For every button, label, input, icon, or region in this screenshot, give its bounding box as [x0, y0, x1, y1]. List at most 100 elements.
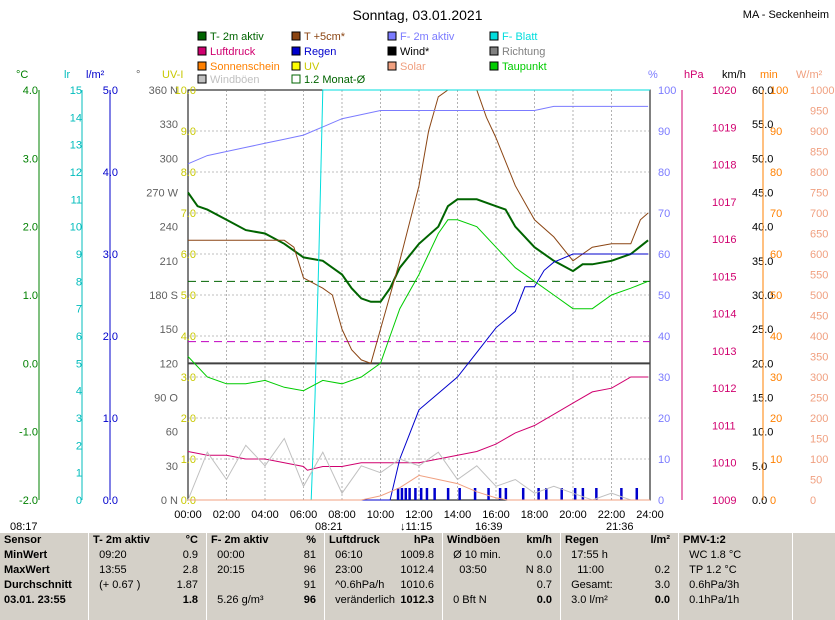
axis-tick-label: 400 [810, 331, 828, 343]
summary-cell: 1.8 [182, 594, 198, 606]
summary-rain-title: Regen [565, 534, 599, 546]
x-tick-label: 14:00 [444, 509, 472, 521]
summary-humidity-column: F- 2m aktiv% 00:00 81 20:15 96 91 5.26 g/m… [207, 533, 325, 620]
summary-cell: 0.7 [536, 579, 552, 591]
legend-swatch [291, 61, 301, 71]
axis-tick-label: 3.0 [181, 372, 196, 384]
axis-tick-label: 10 [70, 222, 82, 234]
legend-swatch [489, 61, 499, 71]
summary-sensor-title: Sensor [4, 534, 42, 546]
legend-swatch [489, 31, 499, 41]
summary-cell: 1.87 [176, 579, 198, 591]
summary-cell: ^0.6hPa/h [335, 579, 385, 591]
axis-tick-label: 800 [810, 167, 828, 179]
axis-tick-label: 20 [658, 413, 670, 425]
axis-tick-label: 4.0 [23, 85, 38, 97]
axis-tick-label: 30 [658, 372, 670, 384]
summary-humidity-unit: % [306, 534, 316, 546]
series-line [187, 219, 649, 392]
x-tick-label: 04:00 [251, 509, 279, 521]
summary-cell: 1012.3 [400, 594, 434, 606]
axis-tick-label: 1.0 [181, 454, 196, 466]
axis-tick-label: 9 [76, 249, 82, 261]
summary-pressure-title: Luftdruck [329, 534, 380, 546]
legend-label: F- Blatt [502, 31, 537, 43]
axis-tick-label: 1014 [712, 309, 736, 321]
summary-row-label: Durchschnitt [4, 579, 72, 591]
rain-bar [635, 488, 639, 500]
summary-pressure-unit: hPa [413, 534, 434, 546]
legend-swatch [291, 46, 301, 56]
summary-row-label: MaxWert [4, 564, 50, 576]
legend-swatch [197, 46, 207, 56]
legend-label: Wind* [400, 46, 430, 58]
summary-cell: (+ 0.67 ) [99, 579, 141, 591]
axis-tick-label: 13 [70, 140, 82, 152]
axis-unit-label: l/m² [86, 69, 105, 81]
axis-tick-label: 50 [810, 475, 822, 487]
axis-tick-label: 50 [658, 290, 670, 302]
rain-bar [595, 488, 598, 500]
summary-cell: 96 [303, 564, 316, 576]
summary-wind-title: Windböen [447, 534, 501, 546]
axis-tick-label: 330 [160, 119, 178, 131]
series-line [187, 437, 649, 501]
axis-tick-label: 8.0 [181, 167, 196, 179]
axis-tick-label: 80 [770, 167, 782, 179]
axis-tick-label: 0 [658, 495, 664, 507]
rain-bar [545, 488, 548, 500]
summary-cell: 96 [303, 594, 316, 606]
axis-tick-label: 5.0 [752, 461, 767, 473]
axis-unit-label: °C [16, 69, 28, 81]
summary-cell: 0 Bft N [453, 594, 487, 606]
legend-label: Luftdruck [210, 46, 256, 58]
axis-tick-label: 210 [160, 256, 178, 268]
rain-bar [419, 488, 423, 500]
axis-unit-label: lr [64, 69, 70, 81]
axis-tick-label: 150 [160, 324, 178, 336]
legend-label: Sonnenschein [210, 61, 280, 73]
axis-tick-label: 30 [166, 461, 178, 473]
axis-unit-label: min [760, 69, 778, 81]
summary-cell: TP 1.2 °C [689, 564, 737, 576]
legend-swatch [291, 74, 301, 84]
axis-tick-label: 7 [76, 304, 82, 316]
axis-tick-label: 1011 [712, 420, 736, 432]
axis-tick-label: 12 [70, 167, 82, 179]
axis-tick-label: -2.0 [19, 495, 38, 507]
summary-cell: 91 [303, 579, 316, 591]
legend-swatch [387, 46, 397, 56]
axis-tick-label: 550 [810, 270, 828, 282]
event-moonrise: 21:36 [606, 521, 634, 533]
axis-tick-label: 240 [160, 222, 178, 234]
axis-tick-label: 0 [76, 495, 82, 507]
summary-cell: 0.6hPa/3h [689, 579, 740, 591]
rain-bar [446, 488, 450, 500]
series-line [188, 89, 649, 364]
axis-tick-label: 10.0 [175, 85, 196, 97]
legend-label: T- 2m aktiv [210, 31, 264, 43]
summary-pmv-title: PMV-1:2 [683, 534, 726, 546]
axis-tick-label: 1018 [712, 160, 736, 172]
axis-tick-label: 60 [770, 249, 782, 261]
axis-tick-label: 300 [810, 372, 828, 384]
series-line [188, 253, 649, 501]
legend-swatch [291, 31, 301, 41]
summary-table: Sensor MinWert MaxWert Durchschnitt 03.0… [0, 533, 835, 620]
event-culmination: ↓11:15 [400, 521, 432, 533]
axis-tick-label: 60 [166, 427, 178, 439]
axis-tick-label: 0.0 [181, 495, 196, 507]
summary-cell: 06:10 [335, 549, 363, 561]
series-line [187, 191, 649, 303]
event-sunset: 16:39 [475, 521, 503, 533]
axis-tick-label: 10 [770, 454, 782, 466]
summary-rain-unit: l/m² [650, 534, 670, 546]
summary-cell: 0.1hPa/1h [689, 594, 740, 606]
axis-tick-label: 600 [810, 249, 828, 261]
rain-bar [560, 488, 563, 500]
axis-tick-label: 90 [658, 126, 670, 138]
axis-unit-label: W/m² [796, 69, 823, 81]
legend-label: F- 2m aktiv [400, 31, 455, 43]
axis-tick-label: 2.0 [23, 222, 38, 234]
x-tick-label: 20:00 [559, 509, 587, 521]
